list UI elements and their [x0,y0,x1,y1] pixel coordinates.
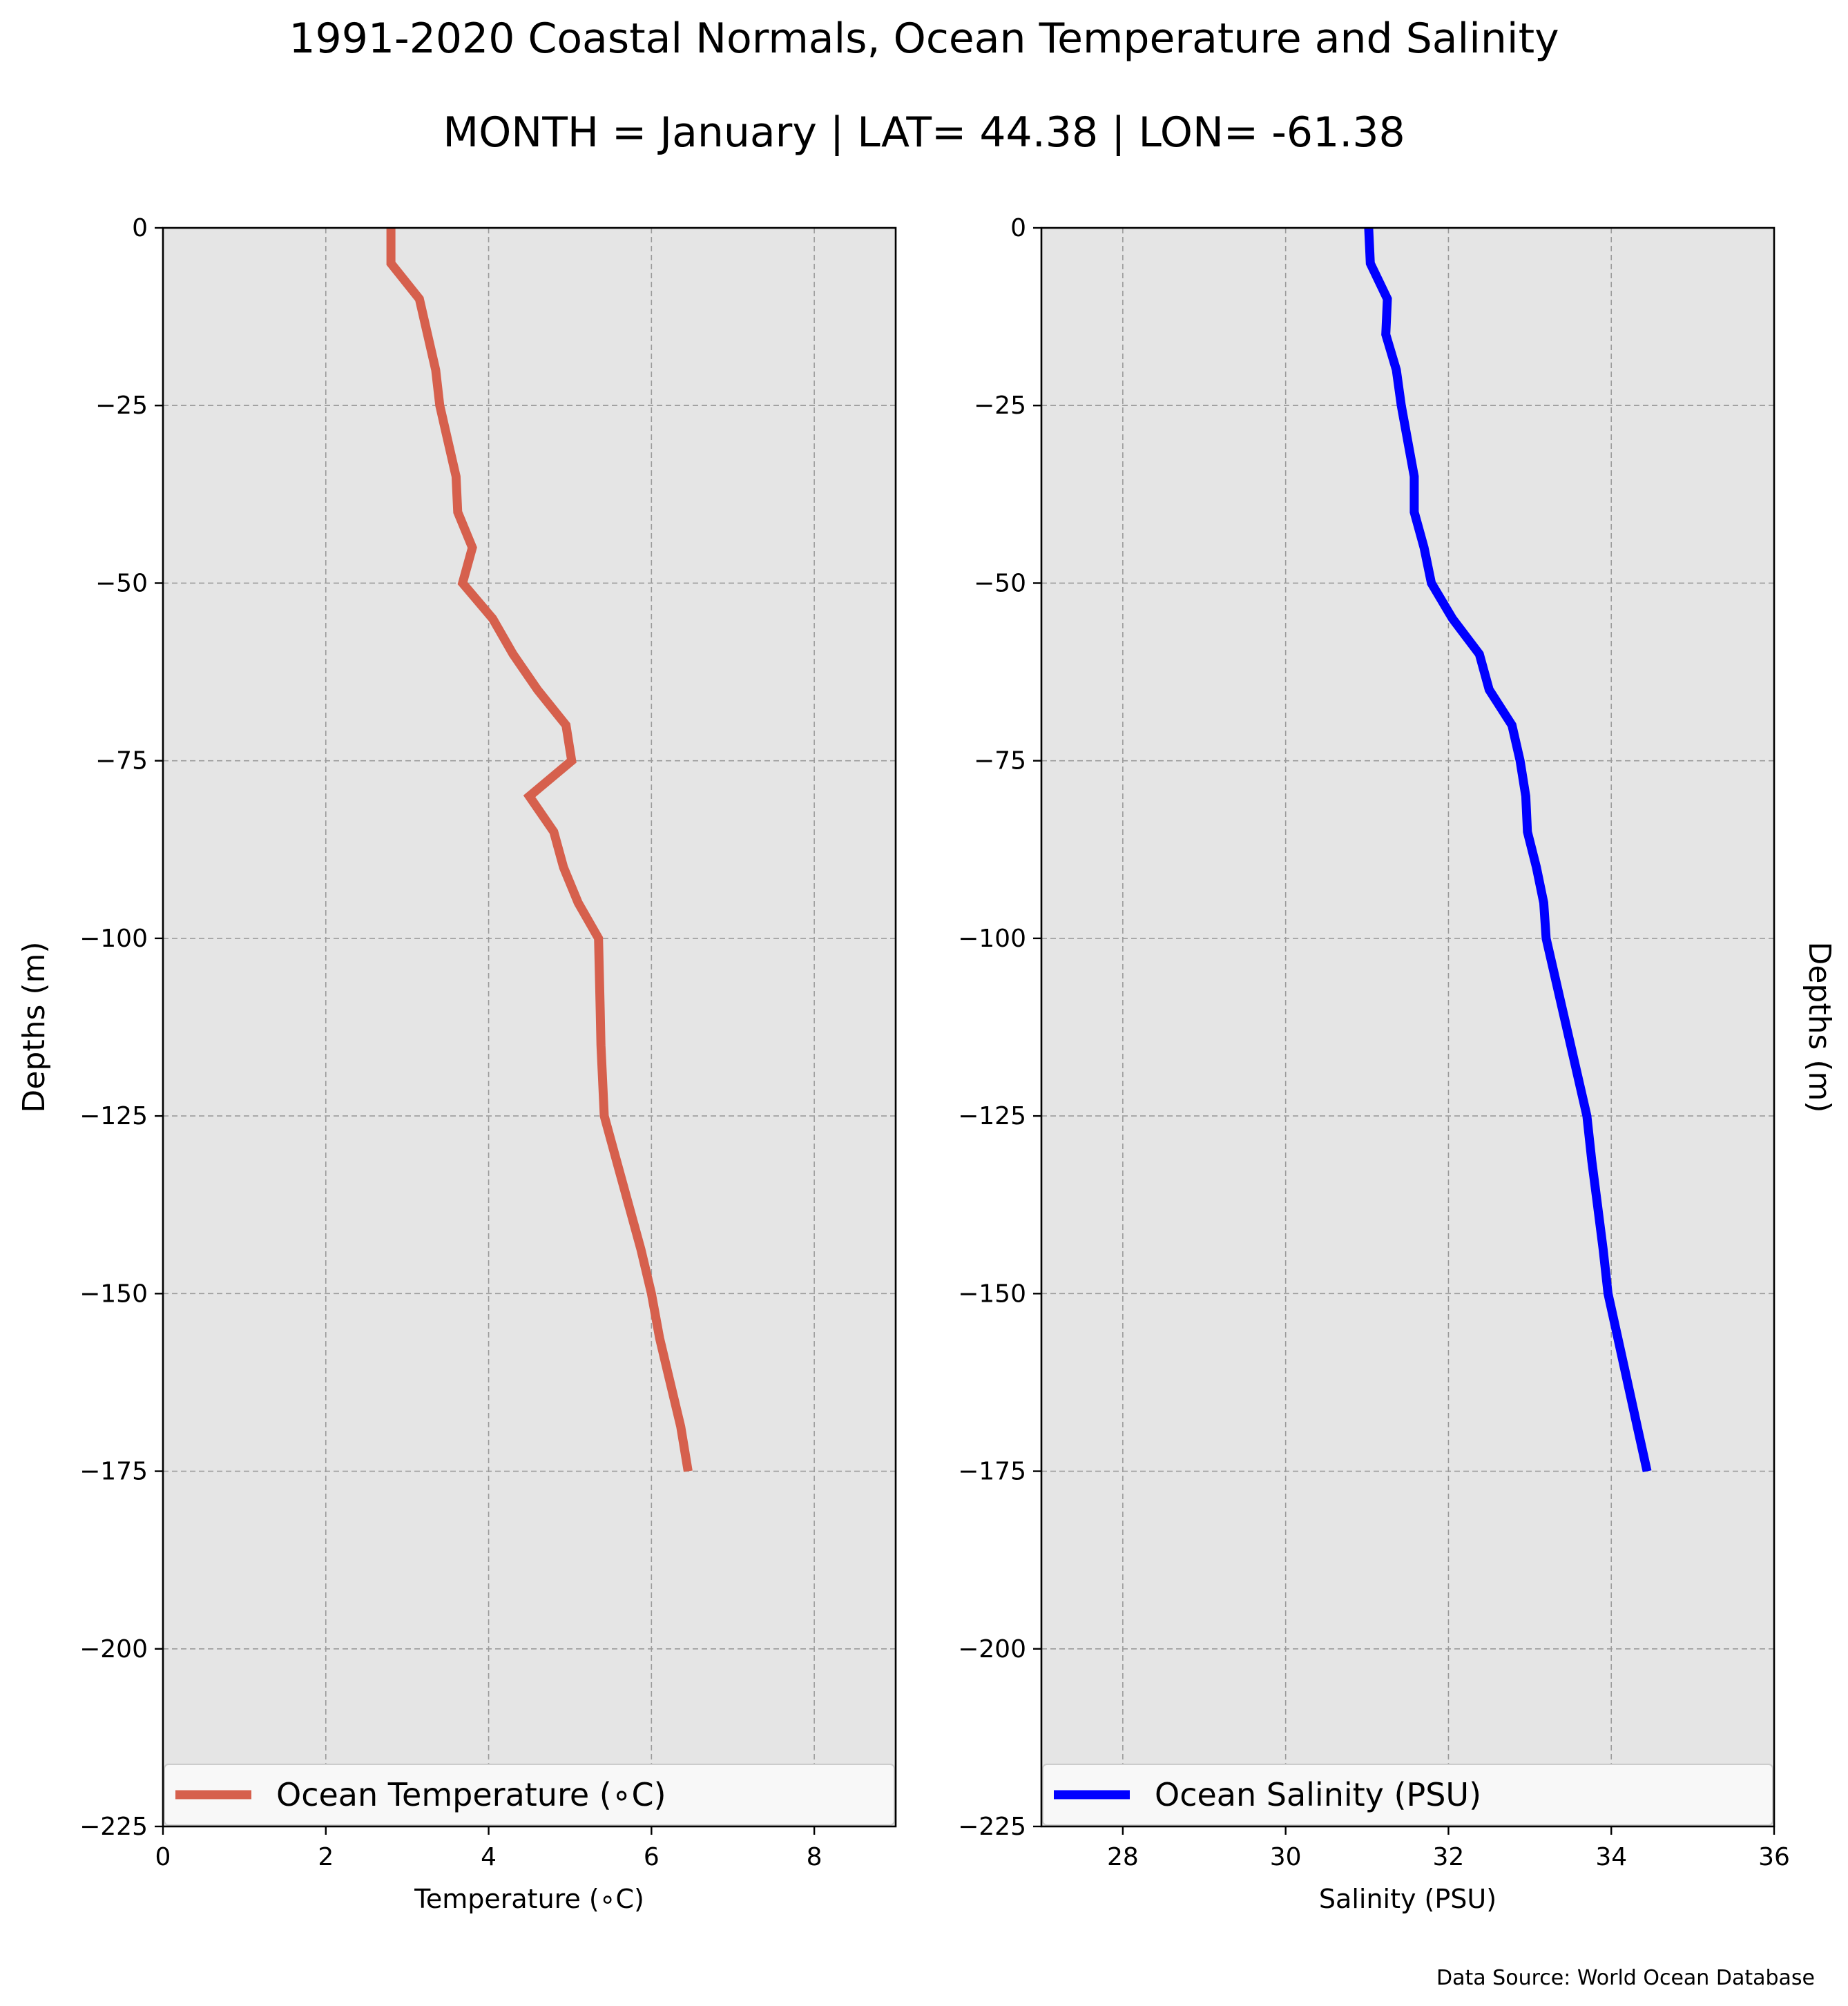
x-tick-label: 4 [481,1843,497,1871]
x-tick-label: 34 [1595,1843,1627,1871]
y-tick-label: −225 [79,1813,148,1841]
x-tick-label: 36 [1758,1843,1790,1871]
plot-area [1041,228,1774,1826]
x-tick-label: 32 [1433,1843,1465,1871]
y-tick-label: −50 [95,569,148,597]
x-tick-label: 0 [155,1843,171,1871]
y-tick-label: −25 [974,392,1026,420]
y-axis-label: Depths (m) [1802,941,1837,1112]
y-tick-label: −125 [958,1102,1026,1130]
y-tick-label: −200 [79,1635,148,1663]
y-tick-label: −125 [79,1102,148,1130]
legend-label: Ocean Temperature (∘C) [276,1776,666,1813]
x-tick-label: 6 [644,1843,660,1871]
y-tick-label: −25 [95,392,148,420]
x-tick-label: 30 [1270,1843,1302,1871]
y-tick-label: −175 [958,1458,1026,1486]
chart-subtitle: MONTH = January | LAT= 44.38 | LON= -61.… [443,108,1405,157]
x-tick-label: 2 [318,1843,334,1871]
x-axis-label: Salinity (PSU) [1319,1884,1496,1914]
panel-1: Ocean Temperature (∘C) 0 2 4 6 8 0 −25 −50 −75 −10… [17,214,896,1914]
plot-area [163,228,896,1826]
y-tick-label: −225 [958,1813,1026,1841]
x-tick-label: 8 [807,1843,822,1871]
legend-label: Ocean Salinity (PSU) [1155,1776,1481,1813]
y-tick-label: −150 [958,1280,1026,1308]
y-tick-label: −100 [958,925,1026,953]
y-tick-label: 0 [132,214,148,242]
y-tick-label: −175 [79,1458,148,1486]
y-axis-label: Depths (m) [17,941,52,1112]
x-tick-label: 28 [1107,1843,1139,1871]
y-tick-label: −50 [974,569,1026,597]
y-tick-label: −75 [974,747,1026,775]
chart-title: 1991-2020 Coastal Normals, Ocean Tempera… [289,15,1559,63]
y-tick-label: −75 [95,747,148,775]
data-source-note: Data Source: World Ocean Database [1436,1966,1815,1990]
x-axis-label: Temperature (∘C) [414,1884,644,1914]
panel-2: Ocean Salinity (PSU) 28 30 32 34 36 0 −25 −50 −75… [958,214,1837,1914]
y-tick-label: −100 [79,925,148,953]
y-tick-label: −200 [958,1635,1026,1663]
y-tick-label: 0 [1010,214,1026,242]
y-tick-label: −150 [79,1280,148,1308]
